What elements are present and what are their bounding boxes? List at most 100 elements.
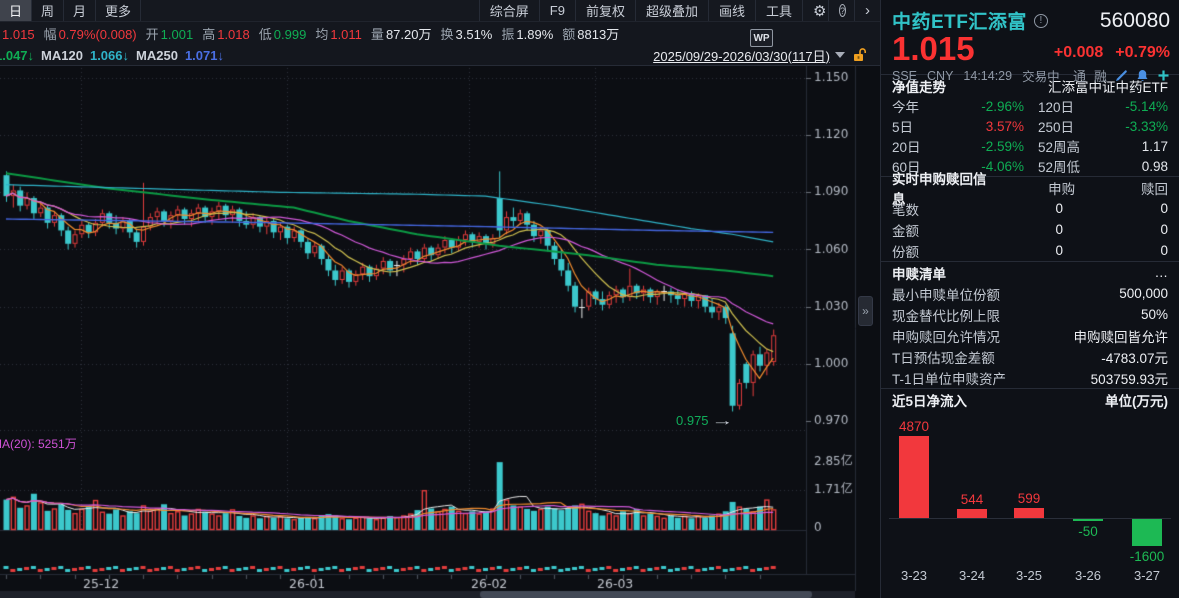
ma-legend-row: 1.047↓ MA120 1.066↓ MA250 1.071↓ 2025/09/29-… bbox=[0, 44, 880, 66]
nav-perf-row: 今年 -2.96% 120日 -5.14% bbox=[892, 98, 1168, 116]
list-section-title: 申赎清单 bbox=[892, 266, 946, 282]
menu-tools[interactable]: 工具 bbox=[754, 0, 802, 21]
exchange-label: SSE bbox=[892, 68, 918, 83]
net-inflow-chart: 4870 3-23 544 3-24 599 3-25 -50 3-26 -1600 3-27 bbox=[881, 410, 1179, 594]
stat-open: 开 1.001 bbox=[145, 26, 194, 42]
flow-date-label: 3-23 bbox=[900, 568, 928, 583]
info-icon[interactable]: ! bbox=[1033, 13, 1048, 28]
quote-stats-row: 收1.015 幅0.79%(0.008) 开1.001 高1.018 低0.999 均1.… bbox=[0, 22, 880, 44]
chevron-right-icon[interactable]: › bbox=[854, 0, 880, 21]
period-tabs: 日周月更多 bbox=[0, 0, 142, 21]
nav-perf-row: 60日 -4.06% 52周低 0.98 bbox=[892, 158, 1168, 176]
date-range-box[interactable]: 2025/09/29-2026/03/30(117日) bbox=[653, 46, 866, 65]
low-price-value: 0.975 bbox=[676, 413, 709, 428]
flag-rong: 融 bbox=[1093, 69, 1107, 84]
list-row: 现金替代比例上限 50% bbox=[892, 307, 1168, 324]
nav-section-title: 净值走势 bbox=[892, 79, 946, 95]
add-plus-icon[interactable] bbox=[1157, 69, 1170, 82]
list-row: T日预估现金差额 -4783.07元 bbox=[892, 350, 1168, 366]
caret-down-icon[interactable] bbox=[835, 52, 845, 58]
quote-stats: 收1.015 幅0.79%(0.008) 开1.001 高1.018 低0.999 均1.… bbox=[0, 24, 628, 43]
price-change-pct: +0.79% bbox=[1115, 44, 1170, 61]
flow-value-label: 4870 bbox=[898, 419, 930, 434]
tab-weekly[interactable]: 周 bbox=[32, 0, 65, 21]
trading-status: 交易中 bbox=[1022, 70, 1060, 84]
flow-bar-3-26 bbox=[1073, 519, 1103, 521]
security-name: 中药ETF汇添富 bbox=[892, 12, 1027, 33]
list-row: 申购赎回允许情况 申购赎回皆允许 bbox=[892, 329, 1168, 345]
stat-avg: 均 1.011 bbox=[315, 26, 362, 42]
price-change: +0.008 bbox=[1053, 44, 1104, 61]
quote-time: 14:14:29 bbox=[963, 68, 1013, 83]
purchase-redeem-row: 金额 0 0 bbox=[892, 222, 1168, 239]
flow-date-label: 3-24 bbox=[958, 568, 986, 583]
quote-panel: 中药ETF汇添富 ! 560080 1.015 +0.008 +0.79% SS… bbox=[880, 0, 1179, 598]
kline-chart-canvas[interactable] bbox=[0, 66, 880, 598]
flow-date-label: 3-26 bbox=[1074, 568, 1102, 583]
purchase-redeem-row: 笔数 0 0 bbox=[892, 201, 1168, 218]
stat-amount: 额 8813万 bbox=[562, 26, 620, 42]
tab-monthly[interactable]: 月 bbox=[64, 0, 97, 21]
nav-perf-row: 20日 -2.59% 52周高 1.17 bbox=[892, 138, 1168, 156]
alert-bell-icon[interactable] bbox=[1136, 69, 1149, 82]
flow-date-label: 3-27 bbox=[1133, 568, 1161, 583]
ma-legend-item-3: MA250 bbox=[136, 47, 178, 63]
panel-collapse-handle[interactable]: » bbox=[858, 296, 873, 326]
purchase-section-header: 实时申购赎回信息 申购 赎回 bbox=[881, 172, 1179, 207]
menu-super-overlay[interactable]: 超级叠加 bbox=[634, 0, 708, 21]
stat-low: 低 0.999 bbox=[258, 26, 307, 42]
list-section-header: 申赎清单 … bbox=[881, 261, 1179, 283]
tab-more[interactable]: 更多 bbox=[96, 0, 142, 21]
flow-value-label: -1600 bbox=[1129, 548, 1165, 564]
stat-turnover: 换 3.51% bbox=[440, 26, 493, 42]
list-row: T-1日单位申赎资产 503759.93元 bbox=[892, 371, 1168, 387]
flow-value-label: 599 bbox=[1017, 490, 1041, 506]
stat-volume: 量 87.20万 bbox=[370, 26, 432, 42]
purchase-section-title: 实时申购赎回信息 bbox=[892, 171, 987, 207]
flow-value-label: 544 bbox=[960, 491, 984, 507]
nav-perf-row: 5日 3.57% 250日 -3.33% bbox=[892, 118, 1168, 136]
ma-legend-item-1: MA120 bbox=[41, 47, 83, 63]
menu-f9[interactable]: F9 bbox=[538, 0, 575, 21]
settings-gear-icon[interactable]: ⚙ bbox=[802, 0, 828, 21]
flag-tong: 通 bbox=[1072, 69, 1086, 84]
flow-bar-3-24 bbox=[957, 508, 987, 518]
stat-high: 高 1.018 bbox=[202, 26, 250, 42]
tab-daily[interactable]: 日 bbox=[0, 0, 33, 21]
more-ellipsis-button[interactable]: … bbox=[1154, 265, 1169, 280]
right-arrow-icon: → bbox=[710, 413, 734, 428]
help-icon[interactable]: ? bbox=[828, 0, 854, 21]
flow-bar-3-25 bbox=[1014, 507, 1044, 518]
toolbar-menu: 综合屏 F9 前复权 超级叠加 画线 工具 ⚙? › bbox=[478, 0, 880, 21]
flow-section-header: 近5日净流入 单位(万元) bbox=[881, 388, 1179, 410]
flow-bar-3-23 bbox=[899, 436, 929, 518]
menu-composite-screen[interactable]: 综合屏 bbox=[478, 0, 539, 21]
flow-bar-3-27 bbox=[1132, 519, 1162, 546]
creation-redemption-list: 最小申赎单位份额 500,000 现金替代比例上限 50% 申购赎回允许情况 申购赎回皆允… bbox=[881, 283, 1179, 388]
edit-pencil-icon[interactable] bbox=[1115, 69, 1128, 82]
menu-draw-line[interactable]: 画线 bbox=[707, 0, 755, 21]
low-price-annotation: 0.975 → bbox=[676, 413, 733, 428]
list-row: 最小申赎单位份额 500,000 bbox=[892, 286, 1168, 303]
menu-forward-adjust[interactable]: 前复权 bbox=[574, 0, 635, 21]
nav-section-header: 净值走势 汇添富中证中药ETF bbox=[881, 74, 1179, 96]
col-head-purchase: 申购 bbox=[1048, 181, 1076, 197]
date-range-label[interactable]: 2025/09/29-2026/03/30(117日) bbox=[653, 48, 830, 64]
lock-icon[interactable] bbox=[853, 48, 866, 62]
purchase-redeem-row: 份额 0 0 bbox=[892, 243, 1168, 260]
ma-legend-item-4: 1.071↓ bbox=[184, 47, 224, 63]
ma-legend: 1.047↓ MA120 1.066↓ MA250 1.071↓ bbox=[0, 48, 231, 63]
stat-range: 幅 0.79%(0.008) bbox=[43, 26, 137, 42]
security-code: 560080 bbox=[1099, 8, 1170, 32]
stat-amplitude: 振 1.89% bbox=[501, 26, 554, 42]
nav-performance-table: 今年 -2.96% 120日 -5.14% 5日 3.57% 250日 -3.33% 20日 -2… bbox=[881, 96, 1179, 176]
stat-close: 收1.015 bbox=[0, 26, 35, 42]
wp-tool-badge[interactable]: WP bbox=[750, 29, 773, 47]
currency-label: CNY bbox=[927, 68, 954, 83]
flow-value-label: -50 bbox=[1078, 524, 1098, 539]
flow-unit-label: 单位(万元) bbox=[1105, 393, 1168, 409]
period-tab-row: 日周月更多 综合屏 F9 前复权 超级叠加 画线 工具 ⚙? › bbox=[0, 0, 880, 22]
flow-section-title: 近5日净流入 bbox=[892, 393, 968, 409]
ma-legend-item-2: 1.066↓ bbox=[89, 47, 130, 63]
